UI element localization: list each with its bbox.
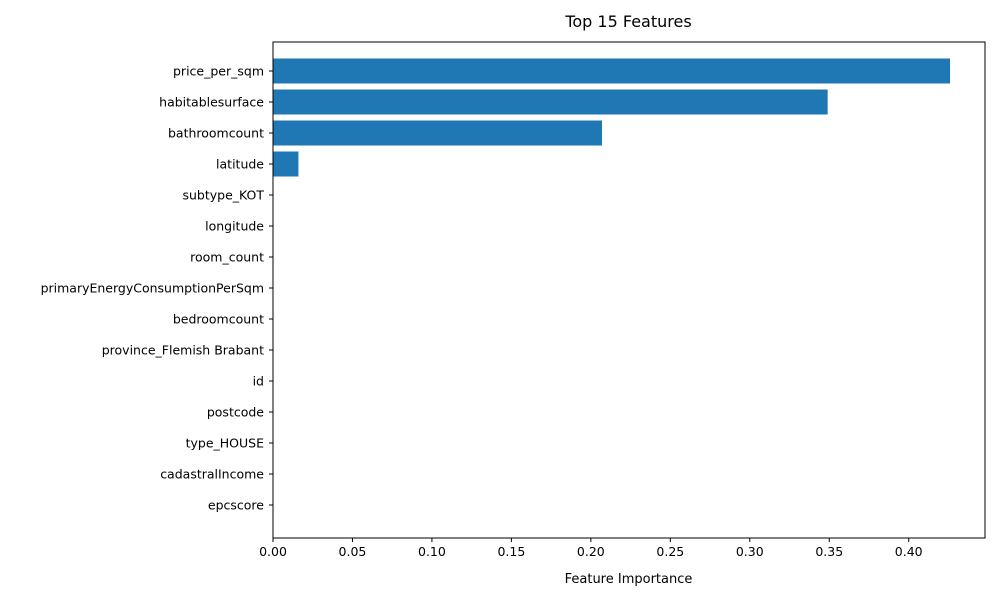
x-axis-ticks: 0.00 0.05 0.10 0.15 0.20 0.25 0.30 0.35 0.40	[259, 538, 923, 559]
x-tick-label: 0.10	[418, 544, 446, 559]
x-tick-label: 0.25	[656, 544, 684, 559]
y-tick-label: id	[253, 374, 264, 389]
y-tick-label: postcode	[207, 405, 264, 420]
y-tick-label: primaryEnergyConsumptionPerSqm	[41, 281, 264, 296]
x-tick-label: 0.05	[339, 544, 367, 559]
bars-layer	[273, 58, 951, 177]
bar	[273, 120, 602, 146]
x-tick-label: 0.20	[577, 544, 605, 559]
y-tick-label: longitude	[205, 219, 264, 234]
y-tick-label: room_count	[190, 250, 264, 265]
y-tick-label: province_Flemish Brabant	[102, 343, 264, 358]
x-tick-label: 0.30	[736, 544, 764, 559]
bar	[273, 58, 951, 84]
y-tick-label: habitablesurface	[159, 95, 264, 110]
bar	[273, 151, 299, 177]
y-tick-label: bedroomcount	[173, 312, 264, 327]
chart-title: Top 15 Features	[564, 12, 691, 31]
y-tick-label: subtype_KOT	[182, 188, 264, 203]
y-tick-label: bathroomcount	[168, 126, 264, 141]
x-axis-label: Feature Importance	[565, 572, 693, 587]
x-tick-label: 0.35	[815, 544, 843, 559]
x-tick-label: 0.40	[895, 544, 923, 559]
y-axis-ticks: price_per_sqm habitablesurface bathroomcou…	[41, 64, 273, 513]
y-tick-label: latitude	[216, 157, 264, 172]
x-tick-label: 0.00	[259, 544, 287, 559]
y-tick-label: price_per_sqm	[173, 64, 264, 79]
bar	[273, 89, 828, 115]
y-tick-label: type_HOUSE	[186, 436, 264, 451]
y-tick-label: epcscore	[208, 498, 264, 513]
y-tick-label: cadastralIncome	[160, 467, 264, 482]
plot-frame	[272, 41, 986, 539]
x-tick-label: 0.15	[497, 544, 525, 559]
